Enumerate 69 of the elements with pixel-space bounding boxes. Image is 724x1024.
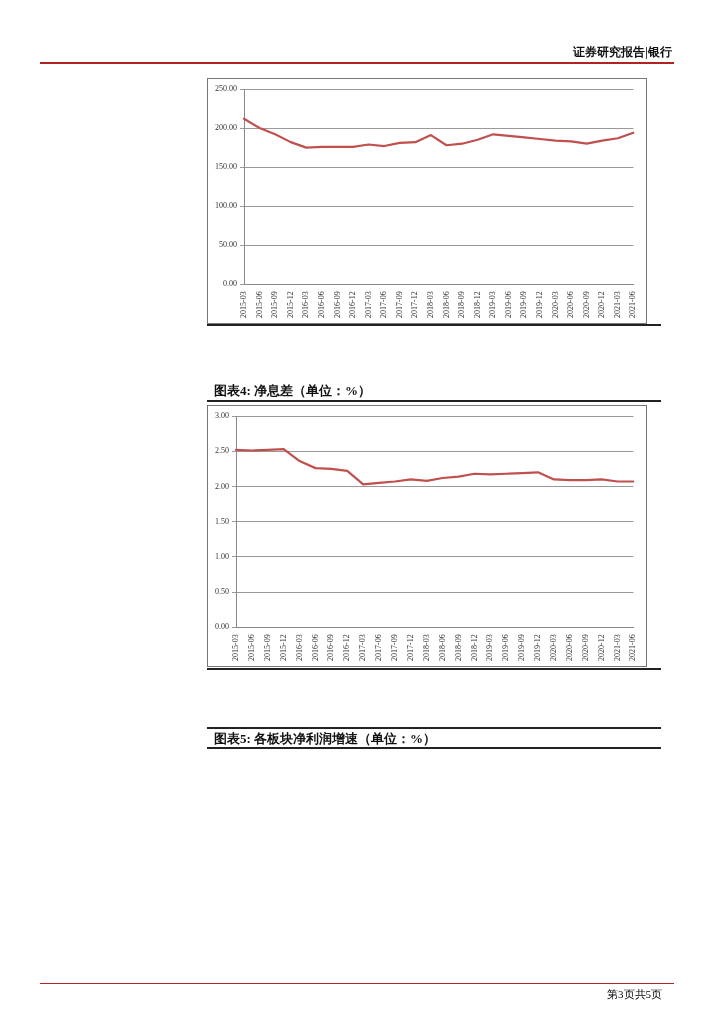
x-tick-label: 2016-12 (348, 291, 358, 319)
x-tick-label: 2017-09 (390, 634, 400, 662)
x-tick-label: 2017-03 (363, 291, 373, 319)
x-tick-label: 2018-09 (457, 291, 467, 319)
x-tick-label: 2020-03 (549, 634, 559, 662)
x-tick-label: 2016-12 (342, 634, 352, 662)
y-tick-label: 0.00 (215, 622, 229, 632)
x-tick-label: 2015-12 (278, 634, 288, 662)
x-tick-label: 2016-06 (316, 291, 326, 319)
x-tick-label: 2020-06 (566, 291, 576, 319)
x-tick-label: 2019-12 (535, 291, 545, 319)
y-tick-label: 1.50 (215, 516, 229, 526)
x-tick-label: 2016-03 (301, 291, 311, 319)
x-tick-label: 2019-03 (488, 291, 498, 319)
x-tick-label: 2019-06 (501, 634, 511, 662)
y-tick-label: 2.50 (215, 446, 229, 456)
x-tick-label: 2016-03 (294, 634, 304, 662)
x-tick-label: 2016-09 (332, 291, 342, 319)
x-tick-label: 2015-03 (239, 291, 249, 319)
x-tick-label: 2018-12 (472, 291, 482, 319)
x-tick-label: 2019-06 (503, 291, 513, 319)
x-tick-label: 2017-06 (374, 634, 384, 662)
x-tick-label: 2020-09 (580, 634, 590, 662)
x-tick-label: 2015-03 (231, 634, 241, 662)
x-tick-label: 2015-09 (270, 291, 280, 319)
y-tick-label: 1.00 (215, 551, 229, 561)
text: 第3页共5页 (607, 987, 662, 1002)
x-tick-label: 2021-03 (612, 634, 622, 662)
x-tick-label: 2018-03 (421, 634, 431, 662)
x-tick-label: 2020-12 (596, 634, 606, 662)
y-tick-label: 200.00 (215, 123, 237, 133)
x-tick-label: 2016-09 (326, 634, 336, 662)
x-tick-label: 2015-09 (262, 634, 272, 662)
x-tick-label: 2018-03 (426, 291, 436, 319)
text: 证券研究报告|银行 (573, 44, 672, 61)
x-tick-label: 2015-06 (246, 634, 256, 662)
x-tick-label: 2021-06 (628, 634, 638, 662)
x-tick-label: 2017-09 (394, 291, 404, 319)
x-tick-label: 2020-12 (597, 291, 607, 319)
x-tick-label: 2017-06 (379, 291, 389, 319)
x-tick-label: 2021-06 (628, 291, 638, 319)
x-tick-label: 2020-09 (581, 291, 591, 319)
x-tick-label: 2018-09 (453, 634, 463, 662)
x-tick-label: 2019-12 (533, 634, 543, 662)
y-tick-label: 100.00 (215, 201, 237, 211)
x-tick-label: 2019-03 (485, 634, 495, 662)
y-tick-label: 50.00 (219, 240, 237, 250)
y-tick-label: 2.00 (215, 481, 229, 491)
x-tick-label: 2019-09 (519, 291, 529, 319)
x-tick-label: 2015-12 (285, 291, 295, 319)
x-tick-label: 2018-06 (437, 634, 447, 662)
x-tick-label: 2016-06 (310, 634, 320, 662)
chart-title: 图表4: 净息差（单位：%） (214, 382, 372, 400)
y-tick-label: 150.00 (215, 162, 237, 172)
x-tick-label: 2017-12 (410, 291, 420, 319)
text: 图表5: 各板块净利润增速（单位：%） (214, 730, 437, 748)
x-tick-label: 2020-06 (564, 634, 574, 662)
x-tick-label: 2018-12 (469, 634, 479, 662)
x-tick-label: 2017-03 (358, 634, 368, 662)
y-tick-label: 0.50 (215, 587, 229, 597)
x-tick-label: 2021-03 (612, 291, 622, 319)
y-tick-label: 0.00 (223, 279, 237, 289)
x-tick-label: 2015-06 (254, 291, 264, 319)
y-tick-label: 250.00 (215, 84, 237, 94)
x-tick-label: 2017-12 (405, 634, 415, 662)
x-tick-label: 2018-06 (441, 291, 451, 319)
x-tick-label: 2020-03 (550, 291, 560, 319)
y-tick-label: 3.00 (215, 411, 229, 421)
x-tick-label: 2019-09 (517, 634, 527, 662)
